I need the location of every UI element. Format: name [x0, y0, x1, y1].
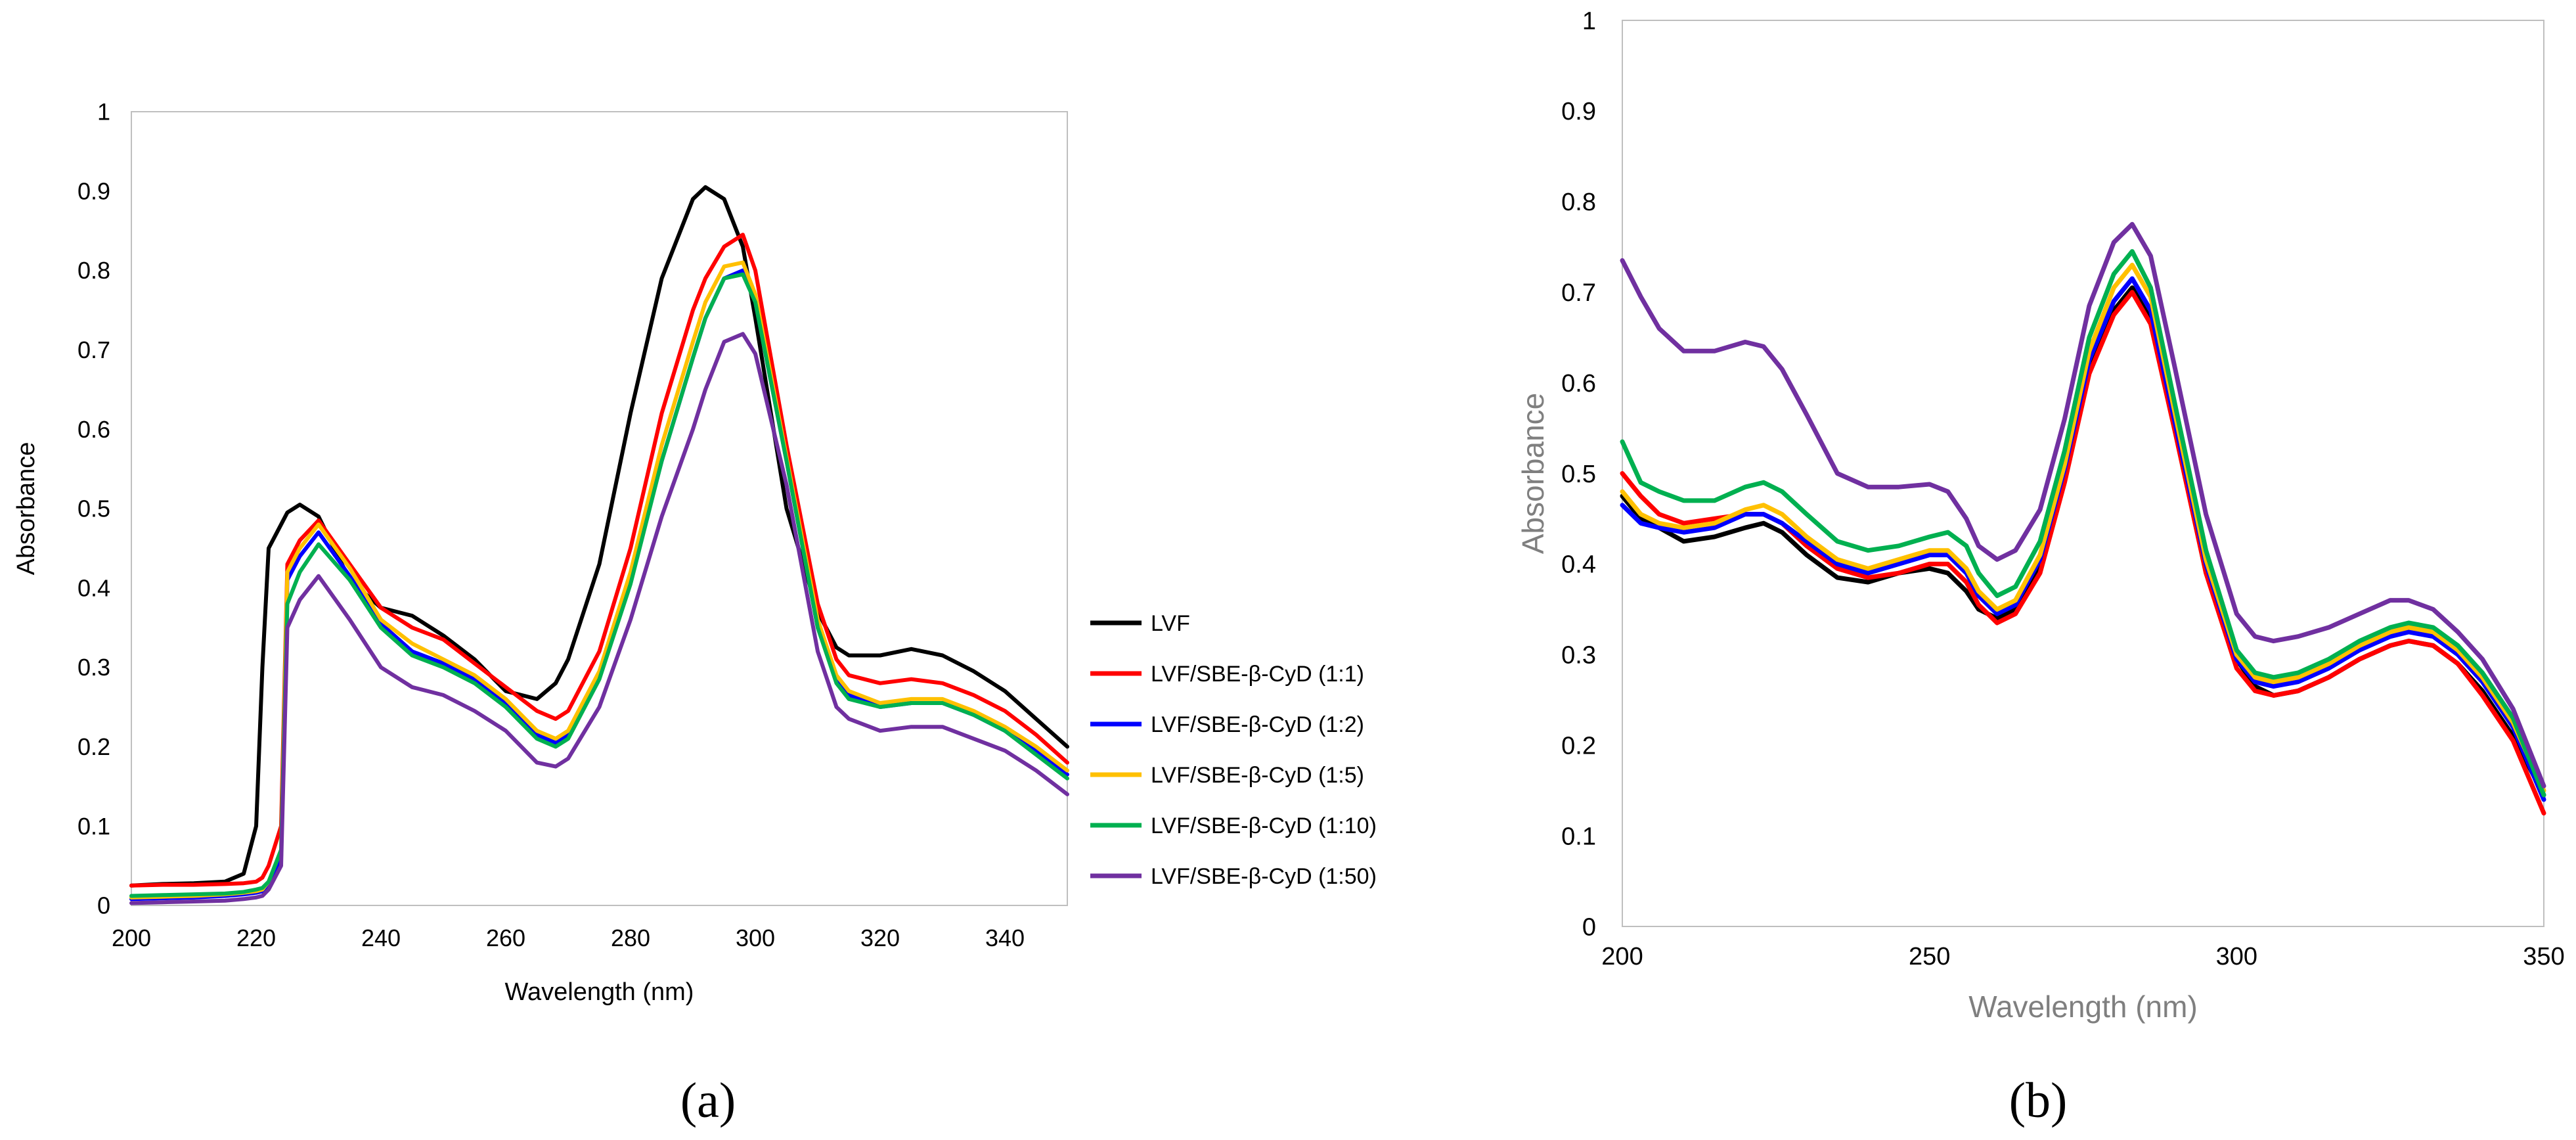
y-tick-label: 0.6	[78, 416, 110, 443]
y-tick-label: 0	[1582, 913, 1596, 941]
y-tick-label: 0.4	[78, 574, 110, 601]
y-tick-label: 1	[1582, 7, 1596, 35]
panel-label-b: (b)	[2009, 1073, 2068, 1128]
y-tick-label: 0.4	[1561, 551, 1596, 579]
x-tick-label: 200	[112, 924, 151, 951]
legend-label: LVF/SBE-β-CyD (1:10)	[1151, 813, 1377, 838]
chart-panel-a: 0 0.1 0.2 0.3 0.4 0.5 0.6 0.7 0.8 0.9 1 200 220 240 26…	[12, 99, 1069, 1006]
series-line	[1620, 221, 2546, 788]
series-line	[1620, 249, 2546, 798]
y-tick-label: 0.9	[78, 177, 110, 204]
y-tick-label: 0.3	[78, 654, 110, 681]
y-tick-label: 0.8	[1561, 189, 1596, 216]
legend-label: LVF/SBE-β-CyD (1:5)	[1151, 763, 1364, 788]
y-tick-label: 0.2	[1561, 733, 1596, 760]
series-line	[129, 233, 1069, 888]
x-tick-label: 350	[2523, 943, 2564, 970]
y-tick-label: 0.8	[78, 257, 110, 284]
y-tick-label: 0.1	[1561, 823, 1596, 850]
y-tick-label: 0	[97, 892, 110, 919]
legend-label: LVF	[1151, 611, 1190, 636]
x-tick-label: 240	[361, 924, 401, 951]
y-axis-title: Absorbance	[1516, 393, 1550, 555]
plot-area	[131, 111, 1068, 906]
x-tick-label: 220	[236, 924, 276, 951]
chart-panel-b: 0 0.1 0.2 0.3 0.4 0.5 0.6 0.7 0.8 0.9 1 200 250 300 35…	[1516, 7, 2565, 1024]
y-axis-title: Absorbance	[12, 442, 40, 576]
x-tick-label: 300	[736, 924, 775, 951]
x-tick-label: 300	[2216, 943, 2257, 970]
y-tick-label: 0.6	[1561, 370, 1596, 398]
legend-label: LVF/SBE-β-CyD (1:50)	[1151, 864, 1377, 889]
y-tick-label: 0.7	[78, 336, 110, 363]
legend-label: LVF/SBE-β-CyD (1:2)	[1151, 712, 1364, 737]
legend: LVF LVF/SBE-β-CyD (1:1) LVF/SBE-β-CyD (1:2…	[1090, 611, 1377, 889]
x-tick-label: 260	[486, 924, 525, 951]
y-tick-label: 0.3	[1561, 642, 1596, 670]
series-line	[1620, 262, 2546, 793]
y-tick-label: 0.5	[78, 495, 110, 522]
x-tick-label: 200	[1601, 943, 1643, 970]
panel-label-a: (a)	[680, 1073, 736, 1128]
y-tick-label: 0.9	[1561, 98, 1596, 125]
x-axis-title: Wavelength (nm)	[1968, 990, 2198, 1024]
y-tick-label: 0.2	[78, 733, 110, 760]
x-tick-label: 320	[860, 924, 900, 951]
y-tick-label: 0.7	[1561, 279, 1596, 307]
series-line	[129, 185, 1069, 888]
legend-label: LVF/SBE-β-CyD (1:1)	[1151, 662, 1364, 687]
x-tick-label: 250	[1909, 943, 1950, 970]
y-tick-label: 0.1	[78, 813, 110, 840]
x-tick-label: 340	[985, 924, 1025, 951]
y-tick-label: 0.5	[1561, 461, 1596, 488]
series-line	[129, 332, 1069, 905]
x-axis-title: Wavelength (nm)	[505, 978, 694, 1006]
x-tick-label: 280	[611, 924, 650, 951]
y-tick-label: 1	[97, 99, 110, 125]
series-line	[129, 272, 1069, 898]
